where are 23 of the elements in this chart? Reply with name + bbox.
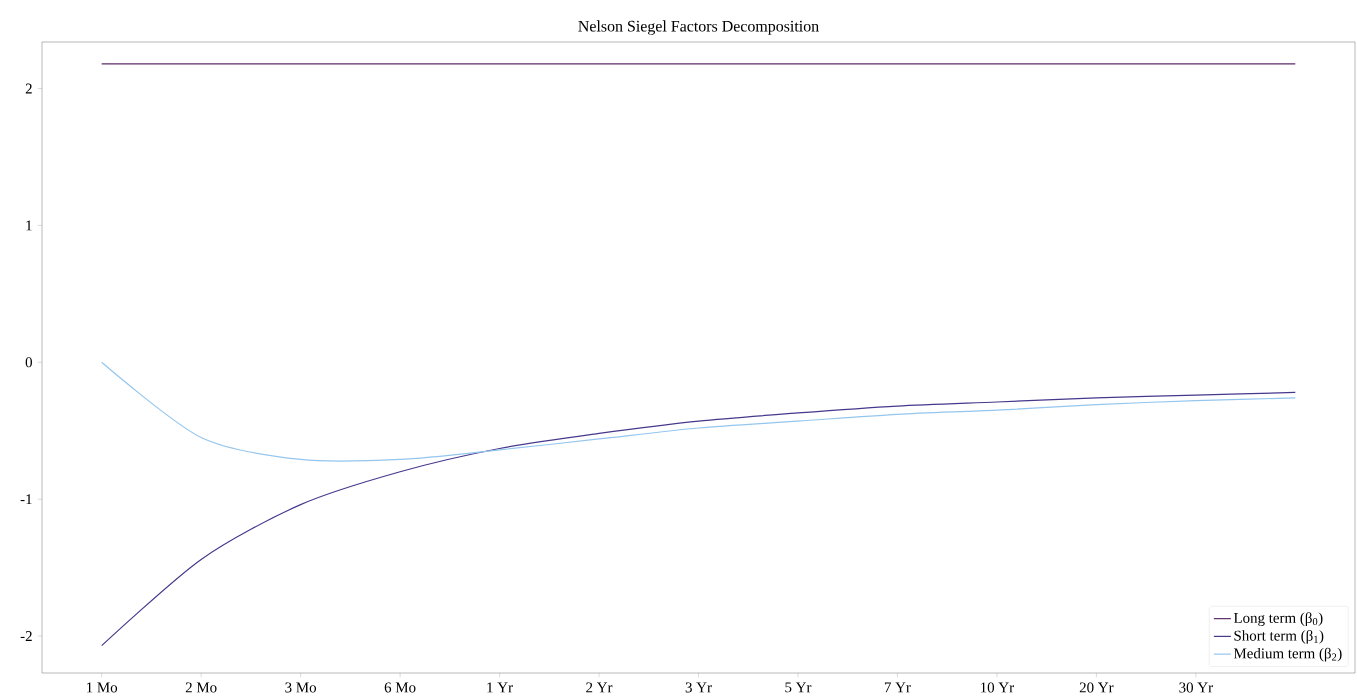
legend-label: Medium term (β$_{2}$) (1233, 647, 1342, 662)
y-tick-label: 1 (26, 220, 32, 231)
y-tick-label: -2 (20, 631, 32, 641)
x-tick-label: 20 Yr (1079, 682, 1114, 693)
legend-label: Short term (β$_{1}$) (1234, 630, 1324, 644)
y-tick-label: -1 (20, 494, 32, 505)
x-tick-label: 2 Yr (586, 682, 613, 693)
x-tick-label: 10 Yr (981, 682, 1014, 693)
x-tick-label: 6 Mo (384, 682, 416, 693)
line-series (101, 361, 1296, 462)
chart-title: Nelson Siegel Factors Decomposition (578, 20, 819, 35)
y-tick-label: 2 (25, 83, 32, 94)
y-tick-label: 0 (25, 357, 32, 368)
x-tick-label: 3 Mo (285, 682, 317, 693)
line-series (101, 391, 1296, 647)
x-tick-label: 30 Yr (1179, 682, 1213, 693)
x-tick-label: 7 Yr (884, 682, 911, 693)
x-tick-label: 5 Yr (785, 682, 812, 693)
x-tick-label: 1 Yr (487, 682, 513, 693)
legend-label: Long term (β$_{0}$) (1233, 612, 1323, 626)
x-tick-label: 3 Yr (685, 682, 712, 693)
x-tick-label: 1 Mo (87, 682, 118, 693)
x-tick-label: 2 Mo (185, 682, 217, 693)
